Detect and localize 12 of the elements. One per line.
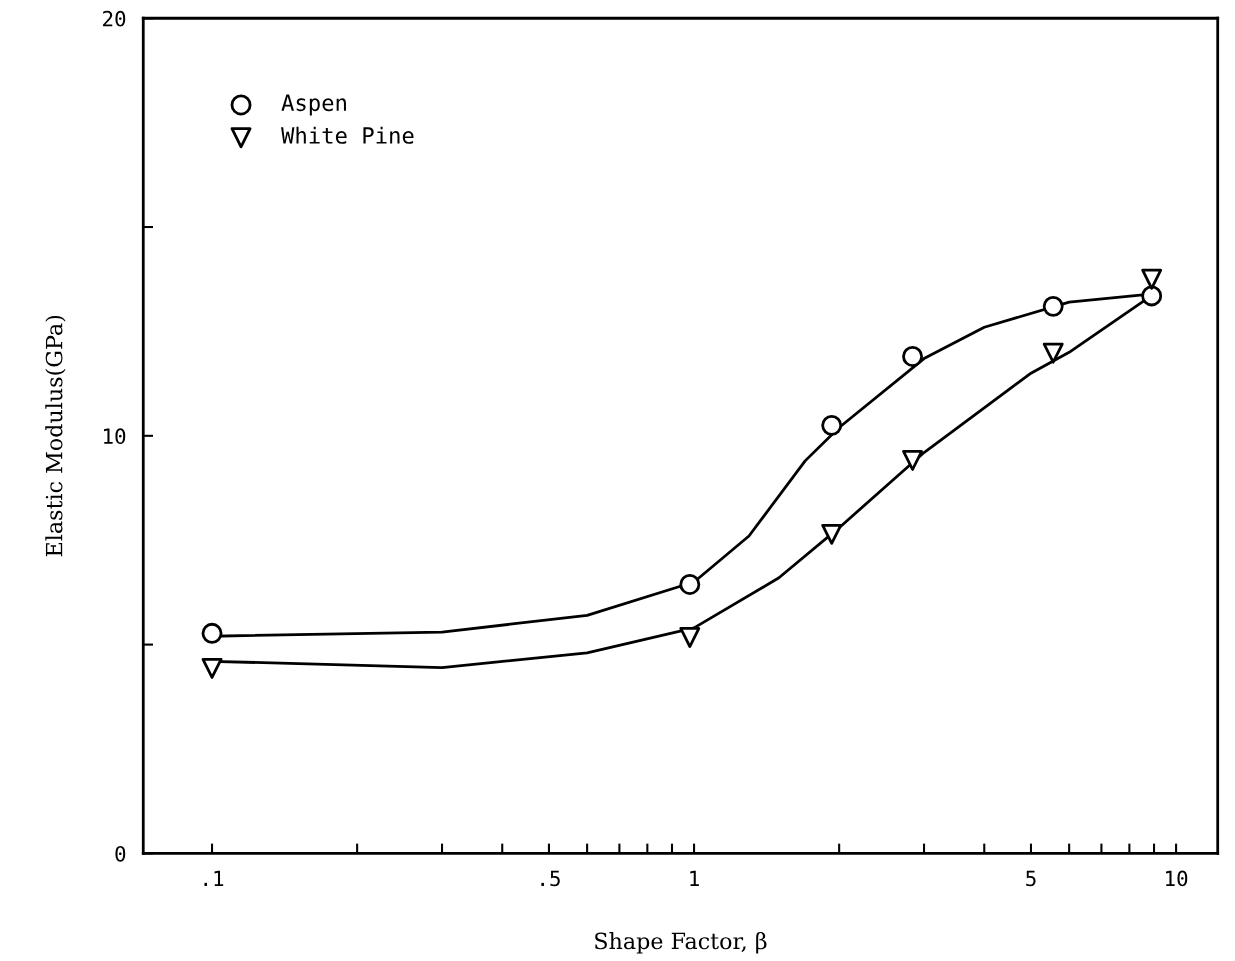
x-tick-label: 5 [1026,870,1036,887]
x-axis-title: Shape Factor, β [595,931,767,954]
y-tick-label: 0 [115,845,126,862]
x-tick-label: .5 [541,870,560,887]
y-axis-title: Elastic Modulus(GPa) [45,315,66,557]
y-tick-label: 20 [103,10,126,27]
legend-label: White Pine [281,126,414,144]
y-tick-label: 10 [104,428,126,445]
x-tick-label: 10 [1166,870,1188,887]
x-tick-label: .1 [204,870,224,886]
x-tick-label: 1 [690,870,699,886]
legend-label: Aspen [281,94,346,116]
